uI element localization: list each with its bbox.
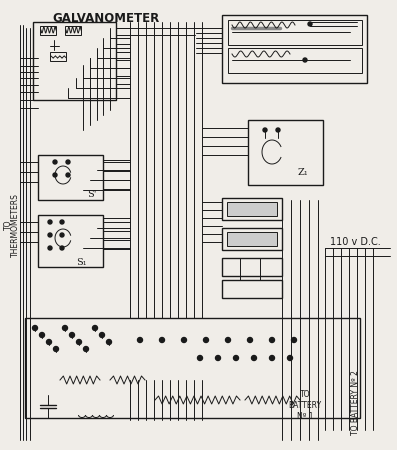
- Circle shape: [270, 356, 274, 360]
- Circle shape: [93, 325, 98, 330]
- Circle shape: [33, 325, 37, 330]
- Circle shape: [60, 246, 64, 250]
- Circle shape: [308, 22, 312, 26]
- Circle shape: [46, 339, 52, 345]
- Bar: [222, 258, 282, 276]
- Circle shape: [160, 338, 164, 342]
- Circle shape: [225, 338, 231, 342]
- Circle shape: [247, 338, 252, 342]
- Text: S₁: S₁: [76, 258, 87, 267]
- Circle shape: [263, 128, 267, 132]
- Bar: [38, 215, 103, 267]
- Bar: [222, 15, 367, 83]
- Circle shape: [39, 333, 44, 338]
- Bar: [40, 26, 56, 35]
- Circle shape: [106, 339, 112, 345]
- Circle shape: [62, 325, 67, 330]
- Bar: [222, 228, 282, 250]
- Circle shape: [66, 160, 70, 164]
- Circle shape: [276, 128, 280, 132]
- Circle shape: [66, 173, 70, 177]
- Circle shape: [181, 338, 187, 342]
- Bar: [227, 232, 277, 246]
- Circle shape: [83, 346, 89, 351]
- Circle shape: [287, 356, 293, 360]
- Bar: [25, 318, 360, 418]
- Text: GALVANOMETER: GALVANOMETER: [52, 12, 159, 25]
- Circle shape: [60, 233, 64, 237]
- Text: TO BATTERY Nº 2: TO BATTERY Nº 2: [351, 370, 360, 435]
- Text: S': S': [87, 190, 96, 199]
- Text: TO
BATTERY
Nº 1: TO BATTERY Nº 1: [289, 390, 322, 421]
- Bar: [228, 20, 362, 45]
- Bar: [33, 22, 116, 100]
- Text: THERMOMETERS: THERMOMETERS: [10, 193, 19, 257]
- Circle shape: [204, 338, 208, 342]
- Circle shape: [53, 173, 57, 177]
- Circle shape: [60, 220, 64, 224]
- Bar: [227, 202, 277, 216]
- Text: TO: TO: [4, 220, 12, 230]
- Circle shape: [270, 338, 274, 342]
- Bar: [25, 318, 360, 418]
- Circle shape: [69, 333, 75, 338]
- Circle shape: [54, 346, 58, 351]
- Bar: [38, 155, 103, 200]
- Text: 110 v D.C.: 110 v D.C.: [330, 237, 381, 247]
- Circle shape: [48, 220, 52, 224]
- Circle shape: [291, 338, 297, 342]
- Circle shape: [53, 160, 57, 164]
- Circle shape: [233, 356, 239, 360]
- Circle shape: [216, 356, 220, 360]
- Bar: [222, 280, 282, 298]
- Bar: [222, 198, 282, 220]
- Circle shape: [100, 333, 104, 338]
- Circle shape: [252, 356, 256, 360]
- Bar: [228, 48, 362, 73]
- Circle shape: [303, 58, 307, 62]
- Circle shape: [48, 233, 52, 237]
- Text: Z₁: Z₁: [298, 168, 309, 177]
- Bar: [65, 26, 81, 35]
- Circle shape: [77, 339, 81, 345]
- Circle shape: [48, 246, 52, 250]
- Bar: [248, 120, 323, 185]
- Circle shape: [197, 356, 202, 360]
- Bar: [50, 52, 66, 61]
- Circle shape: [137, 338, 143, 342]
